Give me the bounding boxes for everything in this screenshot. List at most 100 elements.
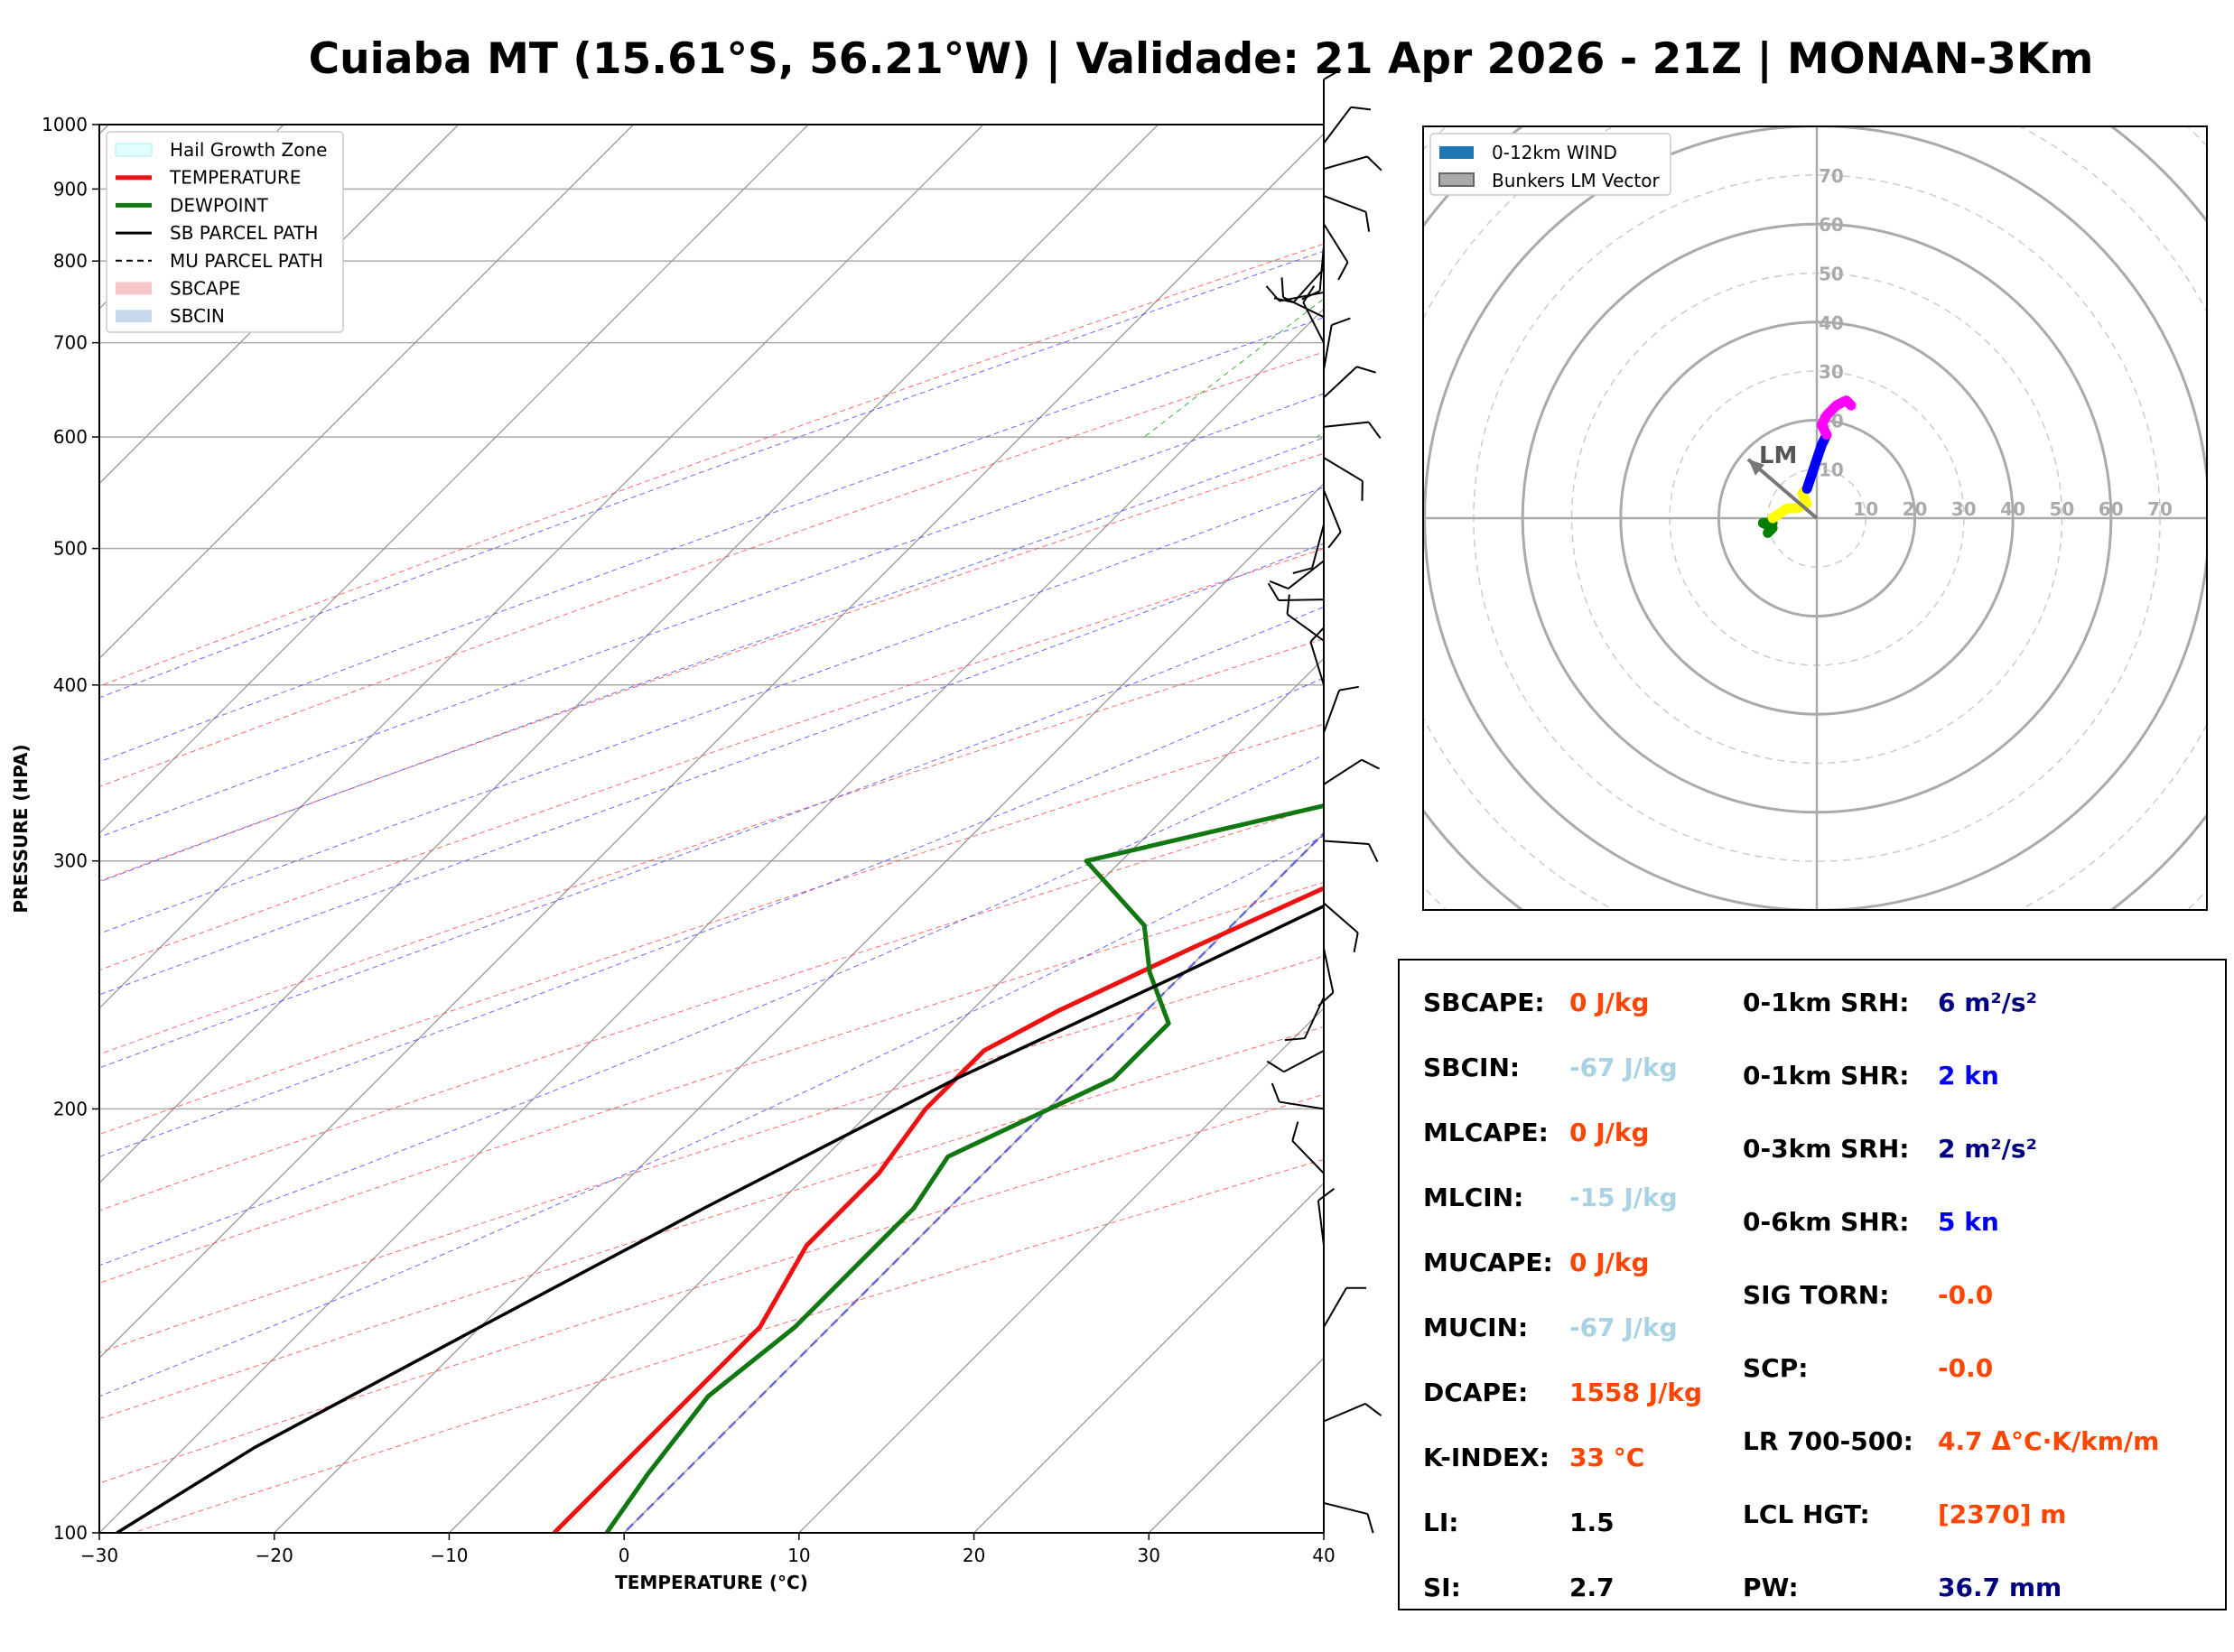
index-label: SIG TORN: bbox=[1743, 1280, 1890, 1310]
y-tick-label: 400 bbox=[53, 674, 88, 696]
hodograph-legend-box bbox=[1429, 133, 1671, 196]
index-label: 0-6km SHR: bbox=[1743, 1207, 1910, 1237]
wind-barb-feather bbox=[1323, 69, 1342, 80]
wind-barb-feather bbox=[1266, 1060, 1285, 1073]
wind-barb-feather bbox=[1366, 1513, 1374, 1534]
wind-barb-feather bbox=[1265, 285, 1280, 302]
wind-barb bbox=[1323, 758, 1363, 785]
index-label: LR 700-500: bbox=[1743, 1426, 1913, 1456]
wind-barb-feather bbox=[1302, 285, 1316, 303]
index-value: 2.7 bbox=[1569, 1573, 1615, 1602]
hodograph-wind-trace bbox=[1816, 395, 1857, 441]
x-tick-label: −10 bbox=[430, 1545, 468, 1566]
legend-entry: SBCAPE bbox=[170, 278, 240, 300]
wind-barb-feather bbox=[1309, 626, 1326, 643]
index-label: PW: bbox=[1743, 1573, 1799, 1602]
index-label: MUCIN: bbox=[1423, 1313, 1529, 1342]
hodograph-ring-label: 30 bbox=[1951, 498, 1977, 520]
dewpoint-profile bbox=[604, 803, 1324, 1533]
wind-barb bbox=[1323, 1501, 1368, 1516]
wind-barb bbox=[1279, 1100, 1325, 1110]
moist-adiabat bbox=[99, 543, 1324, 996]
wind-barb bbox=[1303, 997, 1325, 1039]
hodograph-ring-label: 60 bbox=[1819, 214, 1844, 236]
y-axis-label: PRESSURE (HPA) bbox=[10, 744, 32, 913]
dry-adiabat bbox=[99, 243, 1324, 687]
indices-panel: SBCAPE: 0 J/kg SBCIN: -67 J/kg MLCAPE: 0 J/kg… bbox=[1398, 959, 2227, 1610]
legend-entry: SBCIN bbox=[170, 305, 225, 327]
legend-entry: DEWPOINT bbox=[170, 194, 268, 216]
hodograph-ring-label: 10 bbox=[1853, 498, 1878, 520]
hodograph-ring-label: 30 bbox=[1819, 361, 1844, 383]
dry-adiabat bbox=[99, 955, 1324, 1353]
index-value: -67 J/kg bbox=[1569, 1313, 1678, 1342]
index-label: 0-3km SRH: bbox=[1743, 1134, 1910, 1164]
isotherm-line bbox=[99, 308, 1324, 1533]
legend-entry: MU PARCEL PATH bbox=[170, 250, 323, 272]
legend-swatch bbox=[116, 282, 152, 295]
hodograph-ring-label: 40 bbox=[1819, 312, 1844, 334]
hodograph-ring-label: 10 bbox=[1819, 459, 1844, 481]
moist-adiabat bbox=[99, 606, 1324, 1069]
wind-barb-feather bbox=[1361, 758, 1380, 770]
index-label: MLCIN: bbox=[1423, 1183, 1524, 1212]
wind-barb-feather bbox=[1364, 211, 1371, 232]
wind-barb bbox=[1317, 1200, 1325, 1246]
isotherm-line bbox=[99, 125, 984, 1009]
wind-barb bbox=[1323, 489, 1342, 533]
index-label: 0-1km SHR: bbox=[1743, 1061, 1910, 1091]
x-tick-label: −20 bbox=[256, 1545, 293, 1566]
wind-barb-feather bbox=[1353, 933, 1359, 953]
wind-barb bbox=[1278, 599, 1325, 601]
index-label: LCL HGT: bbox=[1743, 1499, 1870, 1529]
index-label: SBCIN: bbox=[1423, 1053, 1521, 1082]
wind-barb bbox=[1323, 223, 1349, 264]
y-tick-label: 1000 bbox=[42, 114, 88, 135]
wind-barb bbox=[1323, 155, 1368, 171]
index-label: 0-1km SRH: bbox=[1743, 988, 1910, 1017]
index-label: MUCAPE: bbox=[1423, 1248, 1553, 1277]
mixing-ratio-line bbox=[1143, 298, 1324, 438]
wind-barb bbox=[1286, 613, 1325, 642]
hodograph-ring-label: 60 bbox=[2099, 498, 2124, 520]
wind-barb bbox=[1318, 246, 1325, 292]
index-label: SCP: bbox=[1743, 1353, 1809, 1383]
wind-barb bbox=[1309, 641, 1325, 686]
hodograph-ring-label: 70 bbox=[2147, 498, 2173, 520]
index-value: 6 m²/s² bbox=[1938, 988, 2037, 1017]
wind-barb-feather bbox=[1367, 422, 1382, 440]
wind-barb-feather bbox=[1367, 843, 1379, 863]
index-value: 0 J/kg bbox=[1569, 988, 1650, 1017]
wind-barb bbox=[1323, 324, 1333, 370]
y-tick-label: 900 bbox=[53, 178, 88, 200]
x-tick-label: 40 bbox=[1312, 1545, 1335, 1566]
isotherm-line bbox=[99, 133, 1324, 1360]
skewt-legend-box bbox=[106, 131, 344, 333]
wind-barb bbox=[1323, 948, 1335, 993]
isotherm-line bbox=[623, 832, 1324, 1533]
wind-barb-feather bbox=[1317, 1187, 1336, 1202]
y-tick-label: 100 bbox=[53, 1522, 88, 1544]
wind-barb-feather bbox=[1327, 531, 1342, 549]
index-value: 1.5 bbox=[1569, 1508, 1615, 1537]
wind-barb-feather bbox=[1331, 317, 1351, 327]
index-value: 0 J/kg bbox=[1569, 1118, 1650, 1147]
wind-barb-feather bbox=[1291, 1121, 1299, 1142]
index-value: 2 kn bbox=[1938, 1061, 1999, 1091]
hodograph-ring-label: 50 bbox=[1819, 264, 1844, 285]
isotherm-line bbox=[448, 657, 1324, 1533]
wind-barb-feather bbox=[1337, 262, 1349, 281]
index-label: LI: bbox=[1423, 1508, 1459, 1537]
wind-barb bbox=[1323, 421, 1369, 428]
skewt-frame bbox=[98, 124, 1325, 1534]
index-value: -0.0 bbox=[1938, 1353, 1994, 1383]
x-tick-label: 10 bbox=[787, 1545, 810, 1566]
isotherm-line bbox=[798, 1007, 1324, 1533]
isotherm-line bbox=[99, 125, 809, 835]
x-tick-label: 0 bbox=[619, 1545, 630, 1566]
index-value: [2370] m bbox=[1938, 1499, 2067, 1529]
legend-entry: Hail Growth Zone bbox=[170, 139, 327, 161]
dry-adiabat bbox=[99, 351, 1324, 788]
index-value: 0 J/kg bbox=[1569, 1248, 1650, 1277]
wind-barb bbox=[1283, 1049, 1325, 1073]
